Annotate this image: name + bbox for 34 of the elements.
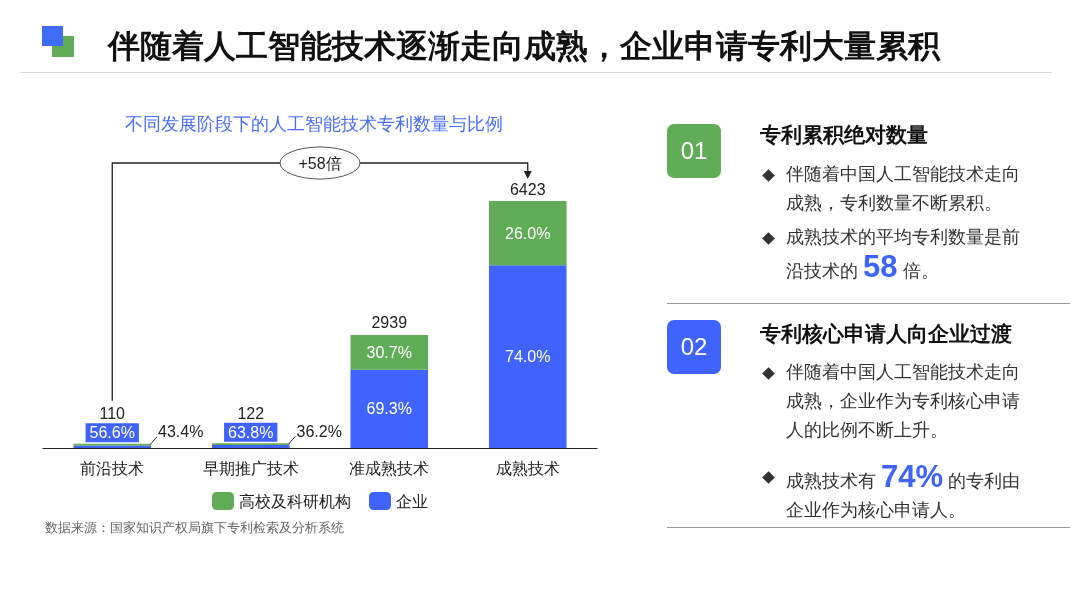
bar [350,369,429,448]
annotation: 6423 [509,180,546,198]
annotation: 43.4% [158,423,204,441]
text: 成熟技术有 74% 的专利由企业作为核心申请人。 [786,459,1021,520]
annotation: 36.2% [296,422,342,440]
text: 专利累积绝对数量 [760,122,928,148]
badge: 01 [667,124,721,178]
source-note: 数据来源：国家知识产权局旗下专利检索及分析系统 [45,519,344,537]
x-tick-label: 成熟技术 [495,459,560,477]
text: 成熟技术的平均专利数量是前沿技术的 58 倍。 [786,227,1020,284]
badge: 02 [667,320,721,374]
bar [488,265,567,448]
chart-subtitle: 不同发展阶段下的人工智能技术专利数量与比例 [125,114,503,134]
annotation: 74.0% [505,348,551,366]
chart-title: 伴随着人工智能技术逐渐走向成熟，企业申请专利大量累积 [108,27,940,66]
annotation: 110 [99,405,126,423]
legend-label: 企业 [396,492,428,510]
x-tick-label: 早期推广技术 [202,459,299,477]
annotation: 2939 [371,314,408,332]
text: 伴随着中国人工智能技术走向成熟，专利数量不断累积。 [786,163,1021,215]
text: 专利核心申请人向企业过渡 [760,321,1012,347]
annotation: 63.8% [228,423,274,441]
annotation: 30.7% [366,343,412,361]
annotation: 26.0% [505,224,551,242]
annotation: 69.3% [366,400,412,418]
bar [350,334,429,370]
x-tick-label: 准成熟技术 [349,459,430,477]
bar [488,201,567,266]
annotation: 56.6% [89,424,135,442]
annotation: 122 [237,404,265,422]
text: +58倍 [298,155,342,172]
x-tick-label: 前沿技术 [80,459,145,477]
text: 伴随着中国人工智能技术走向成熟，企业作为专利核心申请人的比例不断上升。 [786,361,1021,442]
legend-label: 高校及科研机构 [239,492,351,510]
